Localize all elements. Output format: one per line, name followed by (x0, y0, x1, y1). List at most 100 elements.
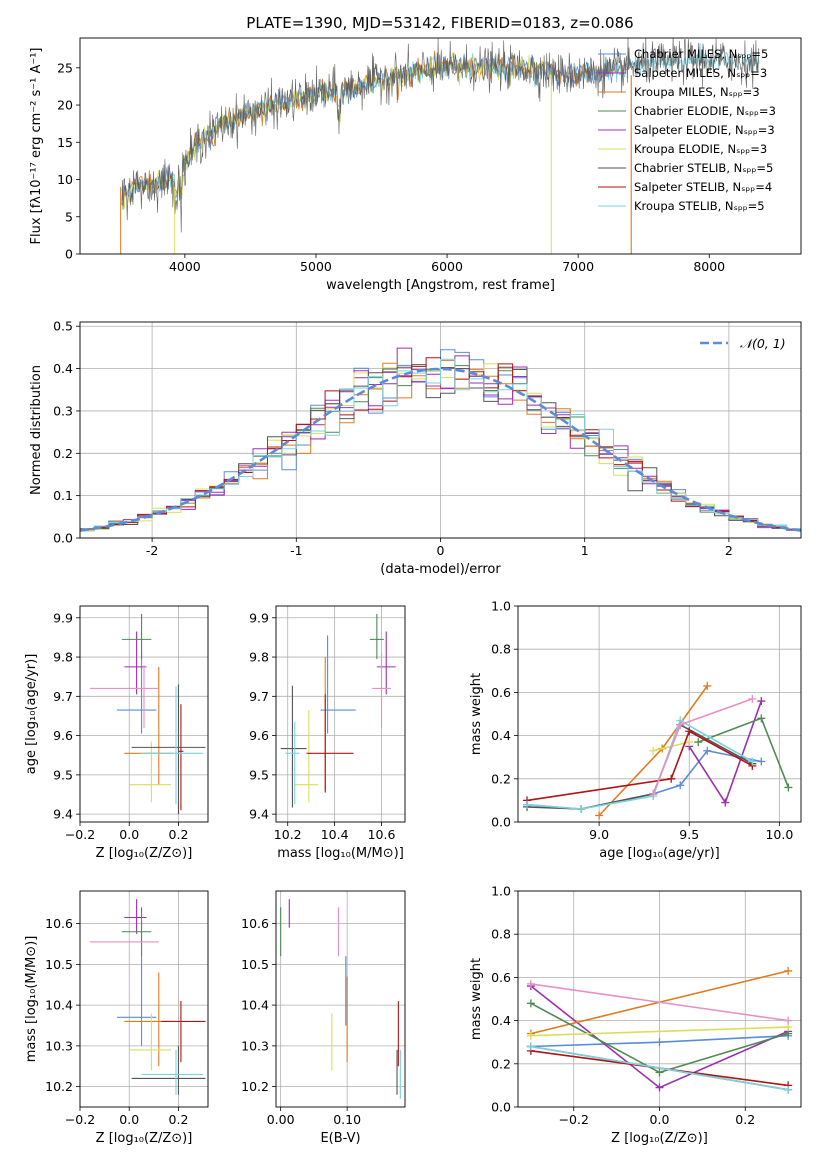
y-tick-label: 9.9 (249, 610, 269, 625)
x-tick-label: −0.2 (65, 1112, 95, 1127)
spectrum-panel: 4000 5000 6000 7000 8000 0 5 10 15 20 25 wavelength… (29, 37, 802, 293)
y-tick-label: 9.7 (53, 689, 73, 704)
age-vs-Z-panel: −0.2 0.0 0.2 9.4 9.5 9.6 9.7 9.8 9.9 Z [log₁₀(Z/Z… (24, 605, 209, 861)
spectrum-plot-area (120, 38, 760, 254)
y-axis-label: mass weight (469, 958, 484, 1040)
x-tick-label: 2 (725, 543, 733, 558)
y-axis-label: mass [log₁₀(M/M⊙)] (24, 936, 39, 1063)
data-point (131, 684, 206, 815)
legend-entry: Chabrier MILES, Nₛₚₚ=5 (634, 47, 768, 61)
y-tick-label: 9.9 (53, 610, 73, 625)
series-marker (649, 789, 658, 798)
y-tick-label: 9.5 (249, 767, 269, 782)
axes-frame (79, 37, 802, 255)
data-point (129, 741, 172, 803)
series-marker (685, 727, 694, 736)
x-tick-label: 9.5 (679, 827, 699, 842)
x-axis-label: Z [log₁₀(Z/Z⊙)] (96, 1131, 193, 1146)
data-point (124, 972, 174, 1067)
y-tick-label: 0.0 (491, 1100, 511, 1115)
y-axis-label: Flux [fλ10⁻¹⁷ erg cm⁻² s⁻¹ A⁻¹] (29, 48, 44, 245)
legend-entry: Chabrier ELODIE, Nₛₚₚ=3 (634, 104, 776, 118)
series-line (530, 1026, 789, 1037)
series-marker (595, 811, 604, 820)
y-tick-label: 9.6 (249, 728, 269, 743)
y-tick-label: 15 (57, 135, 73, 150)
y-tick-label: 1.0 (491, 884, 511, 899)
data-point (121, 907, 152, 957)
y-tick-label: 9.5 (53, 767, 73, 782)
data-point (121, 613, 152, 660)
series-marker (757, 714, 766, 723)
data-spectrum-line (121, 38, 760, 233)
x-tick-label: −0.2 (65, 827, 95, 842)
y-tick-label: 0.8 (491, 927, 511, 942)
x-axis-label: age [log₁₀(age/yr)] (599, 846, 720, 861)
mass-weight-vs-age-plot-area (523, 681, 793, 820)
series-marker (667, 774, 676, 783)
legend-entry: Salpeter MILES, Nₛₚₚ=3 (634, 66, 767, 80)
x-tick-label: -2 (146, 543, 158, 558)
series-marker (694, 738, 703, 747)
y-tick-label: 10.5 (45, 957, 73, 972)
legend-entry: Kroupa MILES, Nₛₚₚ=3 (634, 85, 760, 99)
series-marker (685, 738, 694, 747)
data-point (141, 686, 204, 805)
x-tick-label: 5000 (300, 259, 332, 274)
series-line (526, 730, 753, 802)
mass-vs-Z-plot-area (89, 899, 206, 1095)
series-marker (655, 1038, 664, 1047)
data-point (280, 685, 307, 808)
x-tick-label: 9.0 (589, 827, 609, 842)
axes-frame (79, 890, 209, 1108)
y-tick-label: 10.4 (45, 998, 73, 1013)
series-marker (676, 781, 685, 790)
y-tick-label: 0.1 (53, 488, 73, 503)
y-axis-label: age [log₁₀(age/yr)] (24, 654, 39, 775)
series-marker (649, 746, 658, 755)
y-tick-label: 5 (65, 209, 73, 224)
x-tick-label: 0.2 (735, 1112, 755, 1127)
y-tick-label: 0.4 (491, 728, 511, 743)
series-line (526, 723, 753, 810)
y-tick-label: 9.4 (53, 807, 73, 822)
x-tick-label: 0.10 (333, 1112, 361, 1127)
series-marker (655, 1068, 664, 1077)
legend-entry: 𝒩(0, 1) (740, 336, 786, 351)
y-tick-label: 20 (57, 98, 73, 113)
x-tick-label: 0.0 (119, 1112, 139, 1127)
y-tick-label: 0.4 (53, 361, 73, 376)
data-point (178, 704, 184, 811)
legend-entry: Salpeter STELIB, Nₛₚₚ=4 (634, 180, 772, 194)
y-tick-label: 0 (65, 247, 73, 262)
x-axis-label: mass [log₁₀(M/M⊙)] (277, 846, 404, 861)
x-axis-label: wavelength [Angstrom, rest frame] (326, 278, 555, 293)
charts: 4000 5000 6000 7000 80000510152025wavelength… (24, 37, 802, 1146)
y-tick-label: 10.5 (241, 957, 269, 972)
series-marker (703, 746, 712, 755)
y-tick-label: 0.2 (53, 446, 73, 461)
y-tick-label: 0.6 (491, 685, 511, 700)
y-tick-label: 10.2 (45, 1079, 73, 1094)
series-marker (526, 1042, 535, 1051)
x-tick-label: 8000 (693, 259, 725, 274)
axes-frame (517, 890, 802, 1108)
mass-weight-vs-age-panel: 9.0 9.5 10.0 0.0 0.2 0.4 0.6 0.8 1.0 age [log₁₀(a… (469, 599, 802, 861)
x-tick-label: 0.2 (169, 827, 189, 842)
series-line (530, 983, 789, 1022)
axes-frame (275, 890, 406, 1108)
y-tick-label: 9.8 (249, 650, 269, 665)
series-marker (721, 798, 730, 807)
y-tick-label: 10.6 (241, 916, 269, 931)
legend-entry: Chabrier STELIB, Nₛₚₚ=5 (634, 161, 773, 175)
series-marker (526, 1031, 535, 1040)
series-marker (676, 720, 685, 729)
y-tick-label: 10.2 (241, 1079, 269, 1094)
legend-entry: Kroupa ELODIE, Nₛₚₚ=3 (634, 142, 767, 156)
data-point (285, 721, 300, 805)
y-tick-label: 0.2 (491, 1056, 511, 1071)
series-marker (784, 783, 793, 792)
residuals-plot-area (80, 347, 801, 534)
residuals-panel: -2 -1 0 1 2 0.0 0.1 0.2 0.3 0.4 0.5 (data-model)/er… (29, 319, 802, 577)
y-tick-label: 10 (57, 172, 73, 187)
